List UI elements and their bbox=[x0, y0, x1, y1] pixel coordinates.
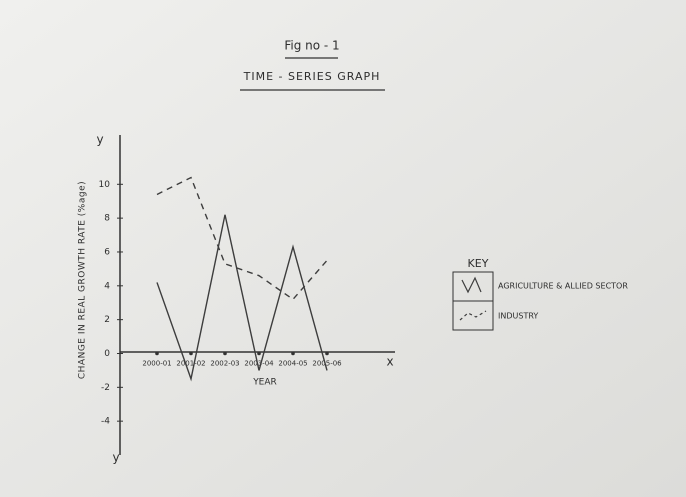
y-tick-label: 6 bbox=[104, 247, 110, 257]
x-tick-dot bbox=[325, 352, 329, 356]
y-tick-label: 2 bbox=[104, 315, 110, 325]
chart-title: TIME - SERIES GRAPH bbox=[243, 70, 381, 83]
x-tick-label: 2005-06 bbox=[312, 359, 342, 367]
x-tick-dot bbox=[155, 352, 159, 356]
x-tick-label: 2003-04 bbox=[244, 359, 274, 367]
x-tick-dot bbox=[223, 352, 227, 356]
x-axis-label: YEAR bbox=[252, 378, 277, 388]
x-tick-label: 2004-05 bbox=[278, 359, 307, 367]
y-axis-letter: y bbox=[112, 451, 119, 465]
y-tick-label: 0 bbox=[104, 349, 110, 359]
figure-label: Fig no - 1 bbox=[284, 39, 339, 53]
y-tick-label: -2 bbox=[101, 383, 110, 393]
x-axis-letter: x bbox=[386, 355, 393, 369]
y-tick-label: 4 bbox=[104, 281, 110, 291]
x-tick-dot bbox=[291, 352, 295, 356]
x-tick-label: 2001-02 bbox=[176, 359, 205, 367]
y-tick-label: -4 bbox=[101, 417, 110, 427]
y-axis-label: CHANGE IN REAL GROWTH RATE (%age) bbox=[78, 181, 88, 379]
chart: Fig no - 1 TIME - SERIES GRAPH YEAR CHAN… bbox=[0, 0, 686, 497]
x-tick-label: 2000-01 bbox=[142, 359, 171, 367]
x-tick-dot bbox=[257, 352, 261, 356]
legend-title: KEY bbox=[468, 257, 489, 270]
y-axis-letter: y bbox=[96, 133, 103, 147]
x-tick-label: 2002-03 bbox=[210, 359, 239, 367]
y-tick-label: 8 bbox=[104, 214, 110, 224]
legend-label: INDUSTRY bbox=[498, 312, 538, 321]
x-tick-dot bbox=[189, 352, 193, 356]
y-tick-label: 10 bbox=[99, 180, 111, 190]
legend-label: AGRICULTURE & ALLIED SECTOR bbox=[498, 282, 628, 291]
